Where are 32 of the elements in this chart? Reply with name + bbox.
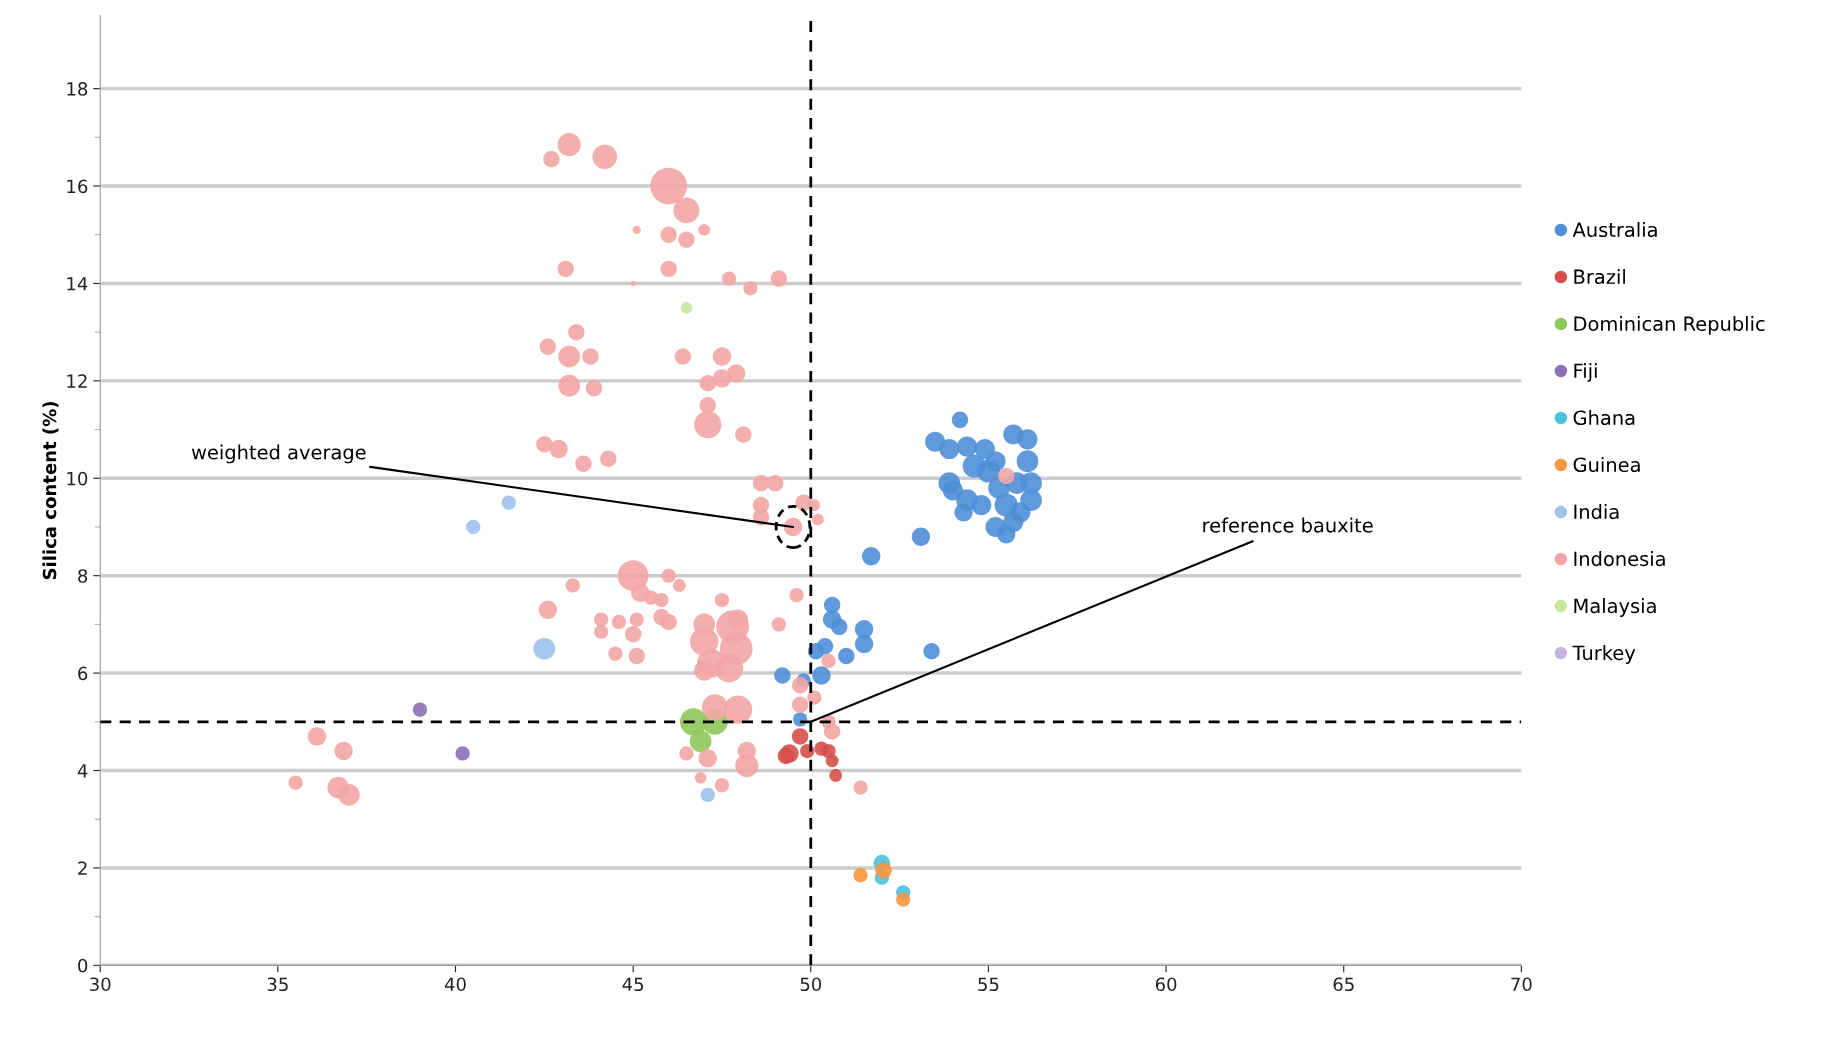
y-tick-label: 4 [77, 764, 88, 778]
legend-label: Ghana [1573, 410, 1635, 426]
x-tick-label: 55 [978, 977, 999, 992]
x-tick-label: 50 [800, 977, 822, 992]
legend-label: Dominican Republic [1574, 316, 1765, 335]
x-tick-label: 65 [1333, 977, 1354, 992]
y-tick-label: 6 [78, 666, 88, 681]
legend-label: India [1574, 504, 1619, 520]
x-tick-label: 35 [267, 977, 288, 992]
legend-label: Brazil [1574, 269, 1625, 285]
x-tick-label: 40 [444, 977, 466, 992]
x-tick-label: 70 [1511, 977, 1532, 992]
x-tick-label: 60 [1155, 977, 1177, 992]
x-tick-label: 30 [90, 977, 111, 992]
legend-label: Australia [1572, 222, 1657, 238]
y-tick-label: 0 [78, 958, 88, 973]
y-tick-label: 12 [67, 374, 87, 388]
legend-label: Turkey [1572, 645, 1636, 664]
y-tick-label: 2 [78, 861, 87, 875]
y-tick-label: 18 [67, 82, 88, 96]
y-tick-label: 10 [67, 471, 88, 486]
y-axis-title: Silica content (%) [42, 402, 59, 580]
legend-label: Fiji [1574, 363, 1597, 382]
legend-label: Guinea [1573, 457, 1640, 473]
annotation: reference bauxite [1203, 517, 1373, 533]
y-tick-label: 16 [67, 179, 88, 194]
y-tick-label: 8 [78, 569, 88, 583]
annotation: weighted average [191, 444, 366, 464]
x-tick-label: 45 [622, 977, 644, 992]
legend-label: Malaysia [1574, 598, 1656, 617]
y-tick-label: 14 [67, 277, 88, 291]
legend-label: Indonesia [1574, 551, 1665, 567]
